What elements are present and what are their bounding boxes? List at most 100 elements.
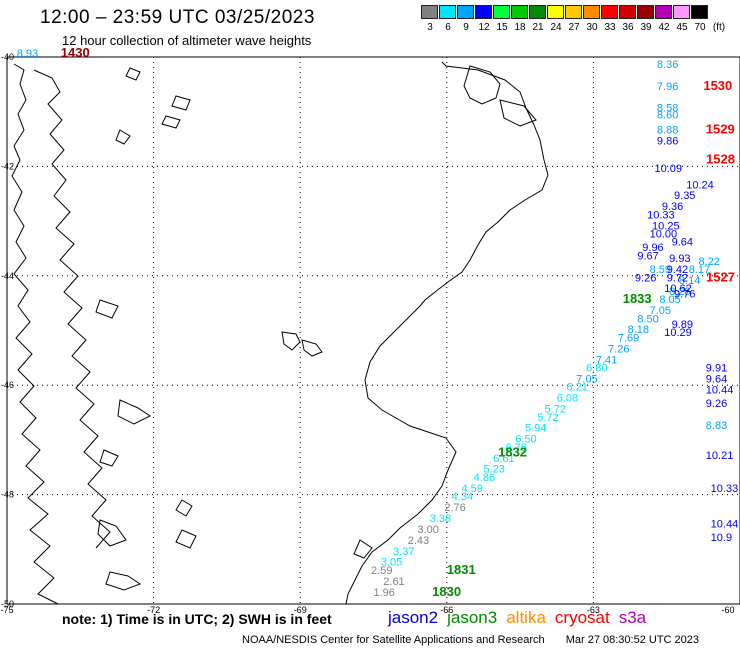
lon-tick-label: -60: [721, 605, 734, 615]
legend-swatch: [529, 5, 546, 19]
lat-tick-label: -46: [1, 380, 14, 390]
wave-height-value: 10.24: [686, 179, 714, 191]
wave-height-value: 6.08: [557, 393, 578, 405]
wave-height-value: 9.42: [667, 264, 688, 276]
lat-tick-label: -48: [1, 490, 14, 500]
footer: NOAA/NESDIS Center for Satellite Applica…: [242, 634, 699, 646]
page-subtitle: 12 hour collection of altimeter wave hei…: [62, 33, 312, 48]
time-label: 1527: [706, 269, 735, 284]
wave-height-value: 9.64: [672, 237, 693, 249]
wave-height-value: 9.89: [672, 319, 693, 331]
legend-label: 21: [532, 22, 544, 33]
wave-height-value: 8.14: [679, 275, 700, 287]
wave-height-value: 8.28: [669, 286, 690, 298]
wave-height-value: 10.33: [647, 209, 675, 221]
wave-height-value: 4.59: [461, 483, 482, 495]
legend-swatch: [457, 5, 474, 19]
legend-swatch: [691, 5, 708, 19]
wave-height-value: 9.86: [657, 136, 678, 148]
legend-swatch: [565, 5, 582, 19]
wave-height-value: 9.36: [662, 201, 683, 213]
wave-height-value: 2.76: [444, 502, 465, 514]
footer-org: NOAA/NESDIS Center for Satellite Applica…: [242, 634, 545, 646]
legend-swatch: [637, 5, 654, 19]
wave-height-value: 8.88: [657, 125, 678, 137]
wave-height-value: 5.72: [545, 404, 566, 416]
wave-height-value: 10.9: [711, 532, 732, 544]
legend-swatch: [421, 5, 438, 19]
wave-height-value: 7.05: [576, 373, 597, 385]
satellite-name: cryosat: [554, 608, 610, 627]
legend-label: 9: [463, 22, 469, 33]
wave-height-value: 3.05: [381, 557, 402, 569]
legend-label: 3: [427, 22, 433, 33]
time-label: 1530: [703, 78, 732, 93]
map-frame: [6, 56, 740, 605]
wave-height-value: 10.29: [664, 327, 692, 339]
wave-height-value: 6.80: [586, 363, 607, 375]
legend-swatch: [601, 5, 618, 19]
wave-height-value: 9.35: [674, 190, 695, 202]
wave-height-value: 3.38: [430, 513, 451, 525]
wave-height-value: 2.61: [383, 576, 404, 588]
legend-label: 18: [514, 22, 526, 33]
legend-swatch: [511, 5, 528, 19]
time-label: 1529: [706, 122, 735, 137]
legend-swatch: [655, 5, 672, 19]
lon-tick-label: -63: [587, 605, 600, 615]
wave-height-value: 9.64: [706, 373, 727, 385]
legend-swatch: [619, 5, 636, 19]
time-label: 1430: [61, 45, 90, 60]
legend-label: 36: [622, 22, 634, 33]
legend-label: 6: [445, 22, 451, 33]
legend-swatch: [547, 5, 564, 19]
legend-swatch: [583, 5, 600, 19]
wave-height-value: 10.62: [664, 283, 692, 295]
wave-height-value: 3.00: [417, 524, 438, 536]
lon-tick-label: -72: [147, 605, 160, 615]
page-title: 12:00 – 23:59 UTC 03/25/2023: [40, 7, 315, 28]
wave-height-value: 5.94: [525, 423, 546, 435]
wave-height-value: 4.34: [452, 491, 473, 503]
legend-label: 27: [568, 22, 580, 33]
wave-height-value: 7.69: [618, 332, 639, 344]
wave-height-value: 2.43: [408, 535, 429, 547]
wave-height-value: 3.37: [393, 546, 414, 558]
legend-swatch: [439, 5, 456, 19]
satellite-name: s3a: [618, 608, 647, 627]
wave-height-value: 9.76: [674, 289, 695, 301]
wave-height-value: 8.83: [706, 420, 727, 432]
wave-height-value: 8.93: [17, 48, 38, 60]
wave-height-value: 8.60: [657, 109, 678, 121]
wave-height-value: 9.26: [706, 398, 727, 410]
wave-height-value: 5.72: [537, 412, 558, 424]
lat-tick-label: -40: [1, 52, 14, 62]
legend-label: 39: [640, 22, 652, 33]
legend-swatch: [673, 5, 690, 19]
note-text: note: 1) Time is in UTC; 2) SWH is in fe…: [62, 611, 332, 627]
wave-height-value: 10.09: [654, 163, 682, 175]
wave-height-value: 8.22: [698, 256, 719, 268]
wave-height-value: 10.44: [706, 384, 734, 396]
wave-height-value: 10.21: [706, 450, 734, 462]
wave-height-value: 9.91: [706, 363, 727, 375]
lat-tick-label: -50: [1, 599, 14, 609]
lat-tick-label: -42: [1, 161, 14, 171]
wave-height-value: 9.72: [667, 272, 688, 284]
wave-height-value: 9.26: [635, 272, 656, 284]
time-label: 1528: [706, 152, 735, 167]
wave-height-value: 10.00: [650, 229, 678, 241]
wave-height-value: 8.17: [689, 264, 710, 276]
footer-timestamp: Mar 27 08:30:52 UTC 2023: [565, 634, 700, 646]
legend-label: 24: [550, 22, 562, 33]
wave-height-value: 7.41: [596, 354, 617, 366]
wave-height-value: 1.96: [374, 587, 395, 599]
satellite-name: jason2: [388, 608, 439, 627]
map-grid: -75 -72 -69 -66 -63 -60 -40 -42 -44 -46 -48 -50: [0, 52, 740, 615]
satellite-name: jason3: [447, 608, 498, 627]
legend-label: 15: [496, 22, 508, 33]
legend-label: 12: [478, 22, 490, 33]
wave-height-value: 9.96: [642, 242, 663, 254]
wave-height-value: 8.50: [637, 313, 658, 325]
